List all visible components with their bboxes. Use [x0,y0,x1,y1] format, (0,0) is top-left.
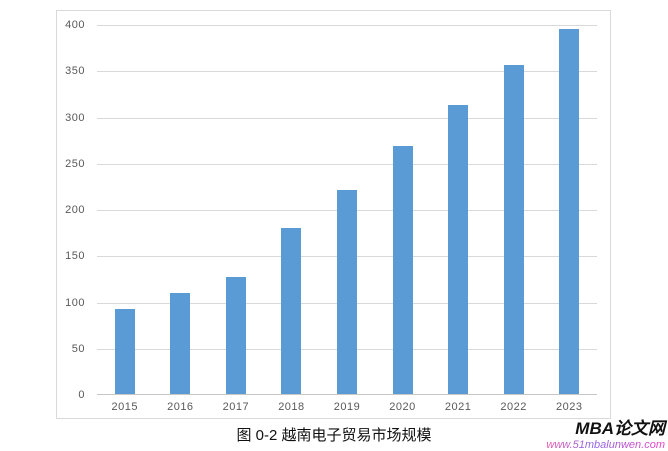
y-tick-label-150: 150 [65,250,85,263]
x-tick-label-2018: 2018 [278,401,305,413]
y-tick-label-100: 100 [65,296,85,309]
bar-2015 [114,308,135,394]
y-tick-label-200: 200 [65,204,85,216]
x-tick-label-2016: 2016 [167,401,194,413]
x-tick-label-2022: 2022 [500,401,527,413]
watermark-site-url: www.51mbalunwen.com [546,438,665,451]
x-tick-label-2015: 2015 [111,401,139,413]
y-tick-label-250: 250 [65,157,85,170]
bar-2023 [559,28,580,394]
chart-caption: 图 0-2 越南电子贸易市场规模 [236,427,432,444]
x-tick-label-2021: 2021 [444,401,472,413]
bar-2022 [503,64,524,394]
x-axis-tick-labels: 2015 2016 2017 2018 2019 2020 2021 2022 2023 [97,401,597,417]
plot-area [97,25,597,395]
x-tick-label-2023: 2023 [555,401,583,413]
y-tick-label-50: 50 [71,342,85,355]
watermark-site-name: MBA论文网 [575,419,665,439]
x-tick-label-2020: 2020 [389,401,416,413]
y-axis-tick-labels: 0 50 100 150 200 250 300 350 400 [57,19,85,401]
y-tick-label-300: 300 [65,111,85,124]
y-tick-label-0: 0 [78,389,85,401]
watermark: MBA论文网 www.51mbalunwen.com [546,420,665,451]
bar-2021 [448,105,469,394]
x-tick-label-2019: 2019 [333,401,361,413]
y-tick-label-350: 350 [65,65,85,78]
gridline-400 [97,25,597,26]
bar-2018 [281,227,302,394]
bar-2017 [225,276,246,394]
bar-2016 [170,293,191,394]
bar-2019 [337,189,357,394]
x-tick-label-2017: 2017 [222,401,250,413]
gridline-250 [97,163,597,165]
gridline-300 [97,117,597,119]
y-tick-label-400: 400 [65,19,85,31]
bar-2020 [392,146,413,394]
gridline-350 [97,71,597,73]
chart-frame: 0 50 100 150 200 250 300 350 400 2015 2016 2017 201… [56,10,611,419]
